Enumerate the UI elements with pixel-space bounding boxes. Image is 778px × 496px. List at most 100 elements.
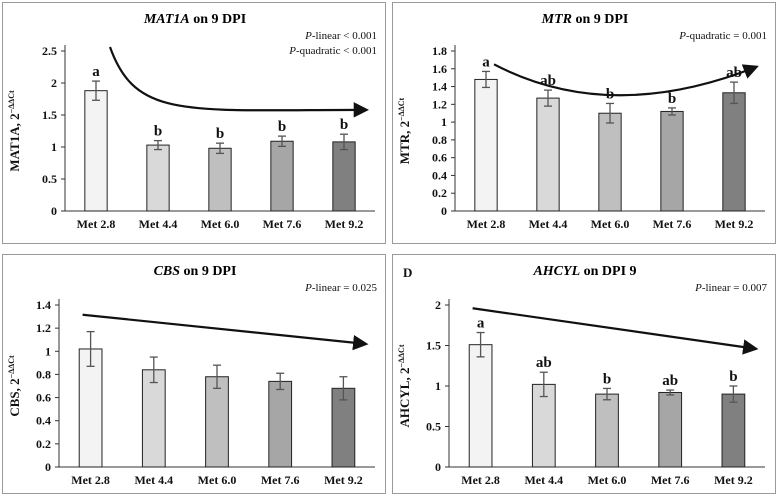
stat-p: P: [288, 45, 296, 57]
stat-text: -quadratic = 0.001: [686, 30, 767, 42]
y-tick-label: 0: [441, 204, 447, 218]
bar: [468, 344, 493, 468]
y-tick-label: 0.8: [36, 367, 51, 381]
x-tick-label: Met 2.8: [467, 217, 506, 231]
title-rest: on 9 DPI: [190, 12, 246, 27]
bar: [536, 97, 560, 212]
significance-letter: b: [729, 369, 737, 385]
stat-line: P-quadratic < 0.001: [288, 45, 377, 57]
y-axis-label-main: MTR, 2: [397, 121, 412, 164]
x-tick-label: Met 7.6: [651, 473, 690, 487]
bar: [721, 393, 746, 468]
chart-title: MAT1A on 9 DPI: [143, 12, 246, 27]
bar: [474, 78, 498, 212]
x-tick-label: Met 4.4: [139, 217, 178, 231]
bar: [268, 380, 293, 468]
significance-letter: b: [154, 124, 162, 140]
y-tick-label: 0.5: [42, 172, 57, 186]
y-axis-label-sup: −ΔΔCt: [397, 97, 406, 120]
trend-arrow: [493, 63, 759, 97]
y-tick-label: 0: [51, 204, 57, 218]
significance-letter: b: [340, 117, 348, 133]
title-rest: on 9 DPI: [572, 12, 628, 27]
y-axis-label-main: CBS, 2: [7, 378, 22, 416]
title-rest: on 9 DPI: [180, 264, 236, 279]
chart-cbs: CBS on 9 DPI P-linear = 0.025 0 0.2 0.4 0.6 0.…: [7, 264, 377, 487]
bar: [205, 376, 229, 468]
y-tick-label: 1: [441, 115, 447, 129]
x-tick-label: Met 2.8: [77, 217, 116, 231]
trend-arrow: [472, 307, 759, 355]
bar: [598, 112, 622, 212]
y-tick-label: 2: [435, 298, 441, 312]
y-axis-label: MTR, 2−ΔΔCt: [397, 97, 412, 164]
y-axis-label-main: AHCYL, 2: [397, 368, 412, 428]
x-tick-label: Met 9.2: [324, 473, 363, 487]
x-tick-label: Met 7.6: [263, 217, 302, 231]
significance-letter: b: [216, 126, 224, 142]
title-gene: CBS: [154, 264, 181, 279]
significance-letter: a: [92, 64, 100, 80]
significance-letter: b: [668, 91, 676, 107]
stat-text: -linear < 0.001: [312, 30, 377, 42]
x-tick-label: Met 4.4: [529, 217, 568, 231]
y-tick-label: 0.4: [432, 168, 447, 182]
x-tick-label: Met 9.2: [714, 473, 753, 487]
x-tick-label: Met 6.0: [591, 217, 630, 231]
y-axis-label-main: MAT1A, 2: [7, 113, 22, 171]
y-tick-label: 0: [45, 460, 51, 474]
y-axis-label: MAT1A, 2−ΔΔCt: [7, 90, 22, 172]
y-tick-label: 1.4: [432, 80, 447, 94]
stat-line: P-quadratic = 0.001: [678, 30, 767, 42]
stat-line: P-linear = 0.025: [304, 282, 377, 294]
bar: [141, 369, 166, 468]
x-tick-label: Met 7.6: [653, 217, 692, 231]
y-tick-label: 2: [51, 76, 57, 90]
x-tick-label: Met 6.0: [588, 473, 627, 487]
x-tick-label: Met 4.4: [134, 473, 173, 487]
y-tick-label: 1.5: [42, 108, 57, 122]
title-gene: MAT1A: [143, 12, 190, 27]
x-tick-label: Met 7.6: [261, 473, 300, 487]
y-axis-label-sup: −ΔΔCt: [7, 355, 16, 378]
x-tick-label: Met 9.2: [325, 217, 364, 231]
trend-arrow: [82, 313, 369, 351]
y-tick-label: 1.8: [432, 44, 447, 58]
bar: [84, 90, 108, 212]
x-tick-label: Met 6.0: [201, 217, 240, 231]
bar: [332, 141, 356, 212]
stat-p: P: [694, 282, 702, 294]
title-gene: MTR: [541, 12, 572, 27]
x-tick-label: Met 2.8: [461, 473, 500, 487]
stat-text: -linear = 0.007: [702, 282, 768, 294]
chart-title: AHCYL on DPI 9: [532, 264, 636, 279]
y-tick-label: 1.5: [426, 339, 441, 353]
y-tick-label: 1: [435, 379, 441, 393]
y-axis-label-sup: −ΔΔCt: [7, 90, 16, 113]
y-tick-label: 1: [51, 140, 57, 154]
chart-panel-mtr: MTR on 9 DPI P-quadratic = 0.001 0 0.2 0.4 0.…: [392, 2, 776, 244]
chart-title: MTR on 9 DPI: [541, 12, 629, 27]
title-gene: AHCYL: [532, 264, 580, 279]
y-tick-label: 0.4: [36, 414, 51, 428]
stat-p: P: [304, 30, 312, 42]
y-tick-label: 0.8: [432, 133, 447, 147]
stat-text: -quadratic < 0.001: [296, 45, 377, 57]
significance-letter: ab: [536, 355, 552, 371]
bar: [146, 144, 170, 212]
significance-letter: ab: [662, 373, 678, 389]
chart-panel-mat1a: MAT1A on 9 DPI P-linear < 0.001 P-quadrati…: [2, 2, 386, 244]
y-tick-label: 0.6: [432, 151, 447, 165]
chart-ahcyl: AHCYL on DPI 9 D P-linear = 0.007 0 0.5 1 1.5 2…: [397, 264, 767, 487]
stat-line: P-linear = 0.007: [694, 282, 767, 294]
stat-p: P: [304, 282, 312, 294]
y-tick-label: 0.2: [432, 186, 447, 200]
bar: [595, 393, 619, 468]
chart-mtr: MTR on 9 DPI P-quadratic = 0.001 0 0.2 0.4 0.…: [397, 12, 767, 231]
significance-letter: b: [603, 371, 611, 387]
bar: [270, 140, 294, 212]
y-tick-label: 0.2: [36, 437, 51, 451]
y-axis-label: CBS, 2−ΔΔCt: [7, 355, 22, 417]
x-tick-label: Met 9.2: [715, 217, 754, 231]
